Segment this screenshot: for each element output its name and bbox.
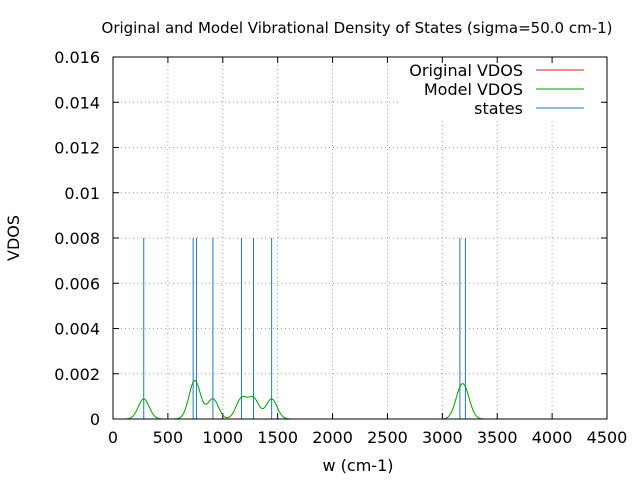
y-tick-label: 0.016	[54, 48, 100, 67]
x-tick-label: 2000	[312, 428, 353, 447]
y-tick-label: 0.014	[54, 93, 100, 112]
x-tick-label: 2500	[367, 428, 408, 447]
x-tick-label: 4000	[532, 428, 573, 447]
legend-label: Model VDOS	[424, 80, 523, 99]
x-tick-label: 4500	[587, 428, 628, 447]
y-tick-label: 0.002	[54, 365, 100, 384]
x-tick-label: 1000	[202, 428, 243, 447]
x-tick-label: 3500	[477, 428, 518, 447]
model-curve-layer	[113, 380, 607, 420]
x-tick-label: 1500	[257, 428, 298, 447]
plot-frame	[112, 56, 608, 420]
x-tick-label: 500	[153, 428, 184, 447]
axis-ticks: 0 500 1000 1500 2000 2500 3000 3500 4000 4500 0 0.0…	[54, 48, 627, 447]
grid	[113, 57, 607, 419]
x-tick-label: 3000	[422, 428, 463, 447]
y-axis-label: VDOS	[4, 215, 23, 261]
model-vdos-curve	[113, 380, 607, 420]
x-tick-label: 0	[108, 428, 118, 447]
y-tick-label: 0.012	[54, 139, 100, 158]
states-impulses	[143, 238, 466, 419]
y-tick-label: 0.01	[64, 184, 100, 203]
y-tick-label: 0.004	[54, 320, 100, 339]
y-tick-label: 0.008	[54, 229, 100, 248]
y-tick-label: 0.006	[54, 274, 100, 293]
legend-label: Original VDOS	[409, 61, 523, 80]
x-axis-label: w (cm-1)	[323, 456, 394, 475]
y-tick-label: 0	[90, 410, 100, 429]
chart-title: Original and Model Vibrational Density o…	[102, 19, 613, 37]
legend-label: states	[474, 99, 523, 118]
